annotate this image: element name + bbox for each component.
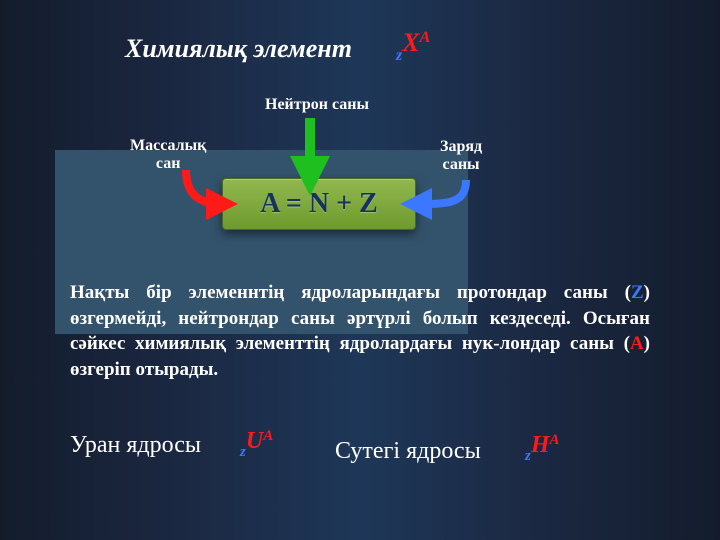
hydrogen-notation-sub: z	[525, 448, 531, 464]
hydrogen-notation-main: H	[531, 432, 550, 458]
uranium-notation-main: U	[246, 428, 263, 454]
uranium-notation-sub: z	[240, 444, 246, 460]
hydrogen-notation: zHA	[525, 432, 560, 459]
hydrogen-notation-sup: A	[550, 432, 560, 448]
title: Химиялық элемент	[125, 34, 352, 64]
slide-root: Химиялық элементzXAНейтрон саныМассалықс…	[0, 0, 720, 540]
uranium-notation-sup: A	[263, 428, 273, 444]
uranium-notation: zUA	[240, 428, 273, 455]
label-uranium: Уран ядросы	[70, 432, 201, 459]
title-notation-sup: A	[420, 29, 431, 46]
label-hydrogen: Сутегі ядросы	[335, 438, 481, 465]
formula-box: A = N + Z	[222, 178, 416, 230]
title-notation: zXA	[396, 28, 430, 58]
label-neutron: Нейтрон саны	[265, 96, 369, 114]
label-mass: Массалықсан	[130, 137, 206, 172]
title-notation-sub: z	[396, 47, 402, 64]
body-paragraph: Нақты бір элеменнтің ядроларындағы прото…	[70, 280, 650, 383]
label-charge: Зарядсаны	[440, 138, 482, 173]
title-notation-main: X	[402, 28, 419, 57]
